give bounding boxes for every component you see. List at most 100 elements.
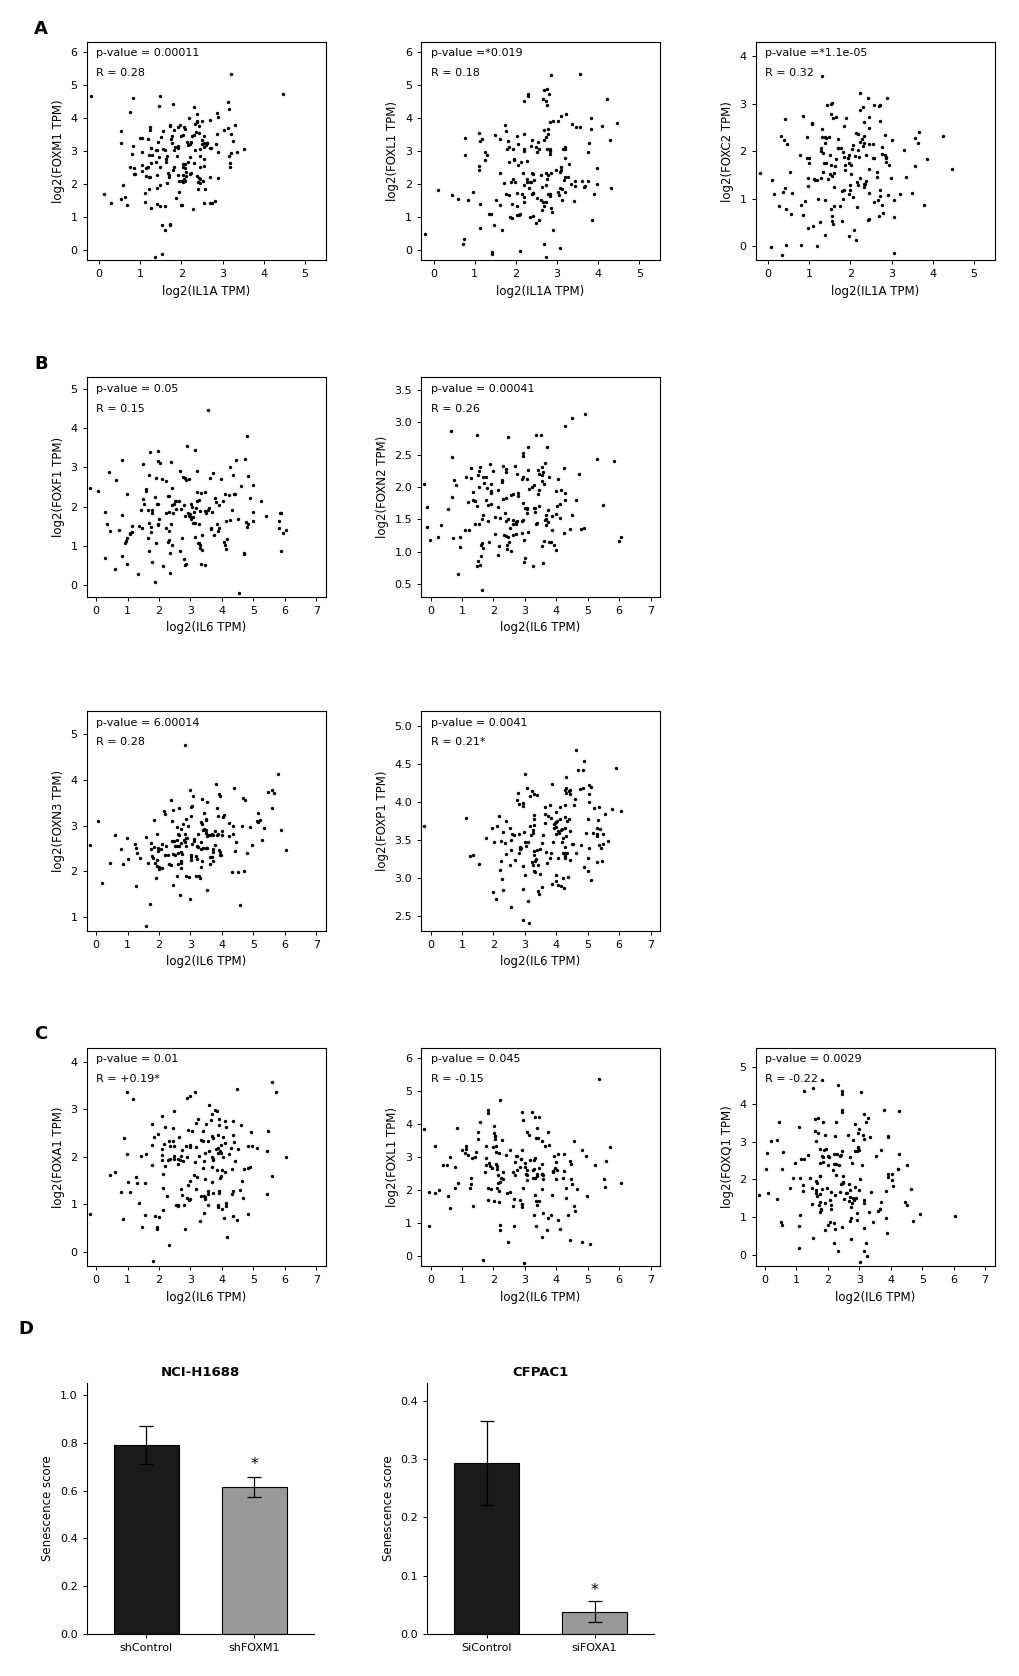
X-axis label: log2(IL6 TPM): log2(IL6 TPM)	[500, 1291, 580, 1304]
Bar	[561, 1612, 627, 1634]
Point	[809, 186, 825, 213]
Point	[210, 137, 226, 164]
Point	[540, 530, 556, 556]
Point	[161, 851, 177, 878]
Point	[176, 154, 193, 181]
Point	[106, 556, 122, 583]
Point	[534, 1161, 550, 1188]
Point	[461, 516, 477, 543]
Point	[526, 841, 542, 868]
Point	[906, 124, 922, 151]
Point	[508, 508, 525, 535]
Point	[776, 106, 793, 132]
Point	[834, 1081, 850, 1108]
Point	[580, 139, 596, 166]
Point	[879, 1165, 896, 1192]
Point	[455, 226, 472, 253]
Point	[523, 159, 539, 186]
Point	[170, 821, 186, 848]
Point	[520, 888, 536, 915]
Point	[183, 846, 200, 873]
Point	[503, 204, 520, 231]
Point	[140, 153, 156, 179]
Point	[479, 474, 495, 501]
Point	[501, 815, 518, 841]
Point	[122, 520, 139, 546]
Point	[890, 1098, 906, 1125]
Point	[567, 786, 583, 813]
Point	[126, 154, 143, 181]
Point	[161, 1133, 177, 1160]
Point	[773, 1212, 790, 1239]
Point	[515, 171, 531, 198]
Point	[826, 153, 843, 179]
Point	[140, 850, 156, 877]
Point	[814, 159, 830, 186]
Point	[855, 1239, 871, 1265]
Point	[812, 1197, 828, 1223]
Point	[758, 1140, 774, 1166]
Point	[169, 831, 185, 858]
Point	[499, 525, 516, 551]
Point	[179, 1084, 196, 1111]
Point	[502, 820, 519, 846]
Point	[264, 1068, 280, 1094]
Point	[167, 1192, 183, 1218]
Point	[213, 1131, 229, 1158]
Y-axis label: log2(FOXL1 TPM): log2(FOXL1 TPM)	[386, 101, 399, 201]
Point	[890, 1155, 906, 1182]
Point	[528, 184, 544, 211]
Point	[556, 486, 573, 513]
Point	[271, 499, 287, 526]
Point	[768, 1185, 785, 1212]
Point	[792, 141, 808, 168]
Y-axis label: log2(FOXM1 TPM): log2(FOXM1 TPM)	[52, 99, 65, 203]
Point	[523, 132, 539, 159]
Point	[869, 1198, 886, 1225]
Point	[540, 116, 556, 142]
Point	[170, 820, 186, 846]
Point	[117, 528, 133, 555]
X-axis label: log2(IL6 TPM): log2(IL6 TPM)	[500, 955, 580, 969]
Point	[522, 1146, 538, 1173]
Point	[934, 122, 951, 149]
Point	[811, 164, 827, 191]
Point	[557, 1185, 574, 1212]
Point	[163, 786, 179, 813]
Point	[822, 101, 839, 127]
Point	[593, 112, 609, 139]
Point	[202, 164, 218, 191]
Point	[453, 1136, 470, 1163]
Point	[791, 1165, 807, 1192]
Point	[203, 1123, 219, 1150]
Point	[190, 479, 206, 506]
Point	[855, 109, 871, 136]
Point	[599, 828, 615, 855]
Point	[897, 164, 913, 191]
Point	[211, 1138, 227, 1165]
Point	[534, 188, 550, 215]
Point	[167, 496, 183, 523]
Point	[154, 1175, 170, 1202]
Point	[525, 820, 541, 846]
Point	[169, 1150, 185, 1177]
Point	[175, 826, 192, 853]
Point	[514, 442, 530, 469]
Point	[169, 1146, 185, 1173]
Point	[441, 1195, 458, 1222]
Point	[812, 137, 828, 164]
Point	[438, 1151, 454, 1178]
Point	[777, 131, 794, 158]
Point	[485, 828, 501, 855]
Point	[586, 794, 602, 821]
Point	[532, 163, 548, 189]
Point	[570, 756, 586, 783]
Point	[199, 789, 215, 816]
Point	[773, 241, 790, 268]
Point	[493, 865, 510, 892]
Point	[458, 804, 474, 831]
Point	[232, 1111, 249, 1138]
Point	[872, 191, 889, 218]
Point	[511, 791, 527, 818]
Point	[420, 1178, 436, 1205]
